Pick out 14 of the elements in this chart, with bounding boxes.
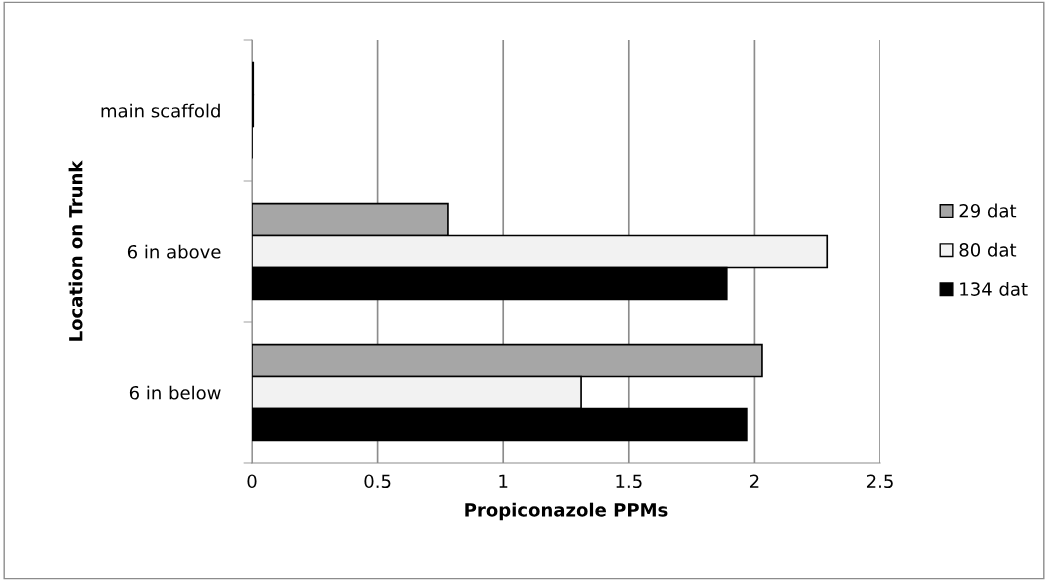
x-tick-label: 0 xyxy=(247,474,257,489)
x-axis-title: Propiconazole PPMs xyxy=(465,502,668,521)
x-tick-label: 1 xyxy=(499,474,508,488)
y-tick-label: 6 in below xyxy=(129,385,221,400)
legend-label: 80 dat xyxy=(959,242,1017,257)
x-tick-label: 2.5 xyxy=(866,474,893,489)
legend-label: 29 dat xyxy=(959,203,1017,218)
y-tick-label: 6 in above xyxy=(127,244,221,259)
x-tick-label: 2 xyxy=(749,474,759,488)
x-tick-label: 0.5 xyxy=(364,474,391,489)
x-tick-label: 1.5 xyxy=(616,474,642,489)
y-axis-title: Location on Trunk xyxy=(68,160,83,341)
legend-label: 134 dat xyxy=(960,281,1028,296)
y-tick-label: main scaffold xyxy=(101,103,220,118)
